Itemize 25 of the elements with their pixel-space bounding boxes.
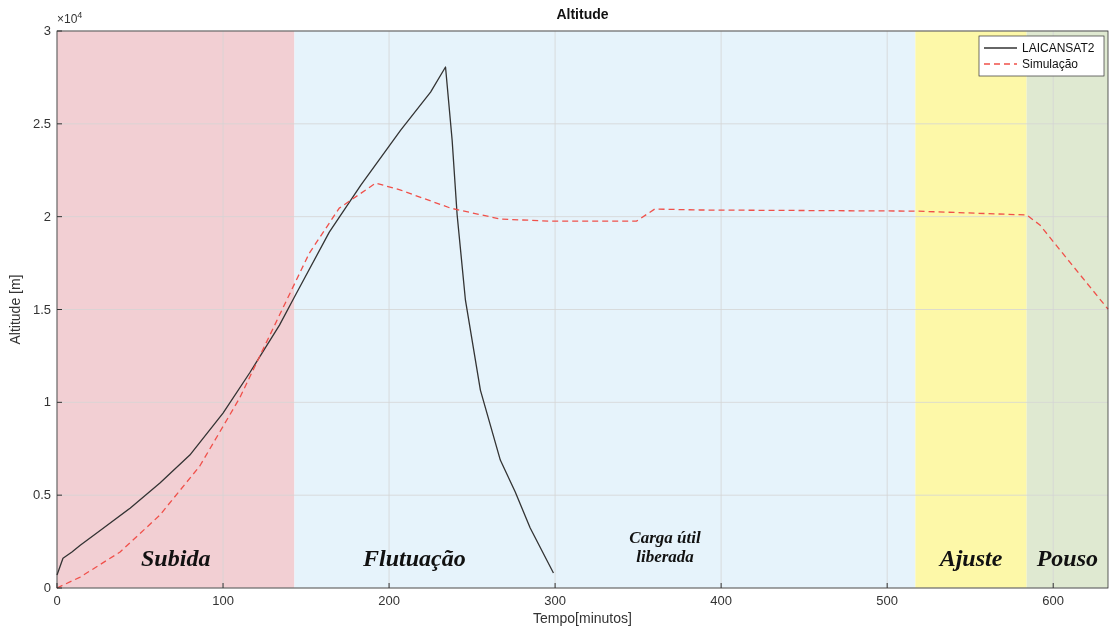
band-label: Pouso (1035, 545, 1098, 571)
y-tick-label: 2 (43, 208, 51, 224)
x-tick-label: 300 (544, 593, 566, 608)
legend-label: Simulação (1022, 57, 1079, 71)
y-tick-label: 1 (43, 394, 51, 410)
y-tick-label: 3 (43, 23, 51, 38)
x-tick-label: 500 (876, 593, 899, 608)
x-tick-label: 0 (53, 593, 61, 608)
x-axis-title: Tempo[minutos] (533, 610, 632, 626)
chart-title: Altitude (556, 6, 609, 22)
band-label: Ajuste (937, 545, 1003, 571)
text: ×10$^{4}$ (57, 10, 83, 26)
y-tick-label: 1.5 (32, 301, 51, 317)
annotation: Carga útil liberada (628, 528, 702, 566)
legend-label: LAICANSAT2 (1022, 41, 1095, 55)
band-label: Subida (141, 545, 211, 571)
y-axis-title: Altitude [m] (7, 274, 23, 345)
band-label: Flutuação (362, 545, 466, 571)
y-tick-label: 0.5 (32, 487, 51, 503)
x-tick-label: 600 (1042, 593, 1065, 608)
y-tick-label: 0 (43, 580, 51, 595)
y-tick-label: 2.5 (32, 115, 51, 131)
x-tick-label: 100 (212, 593, 234, 608)
x-tick-label: 400 (710, 593, 732, 608)
x-tick-label: 200 (378, 593, 400, 608)
